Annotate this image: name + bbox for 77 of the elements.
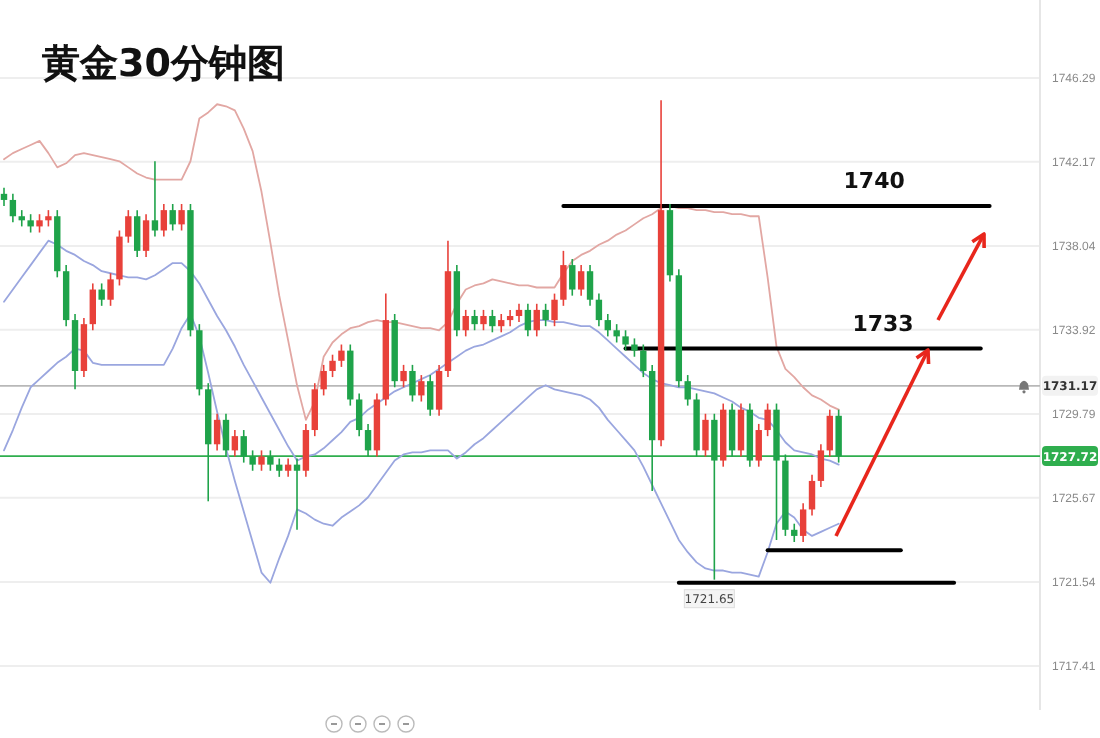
candlestick xyxy=(533,302,540,338)
text: 黄金30分钟图 xyxy=(40,42,285,86)
candlestick xyxy=(355,392,363,437)
candlestick xyxy=(817,443,825,488)
candlestick xyxy=(835,408,842,464)
candlestick xyxy=(267,449,274,472)
line-series xyxy=(3,313,840,584)
candlestick xyxy=(160,203,168,238)
annotation: 1733 xyxy=(852,310,914,337)
candlestick xyxy=(107,272,114,307)
candlestick xyxy=(755,423,762,468)
candlestick xyxy=(36,213,43,234)
candlestick xyxy=(276,457,283,478)
candlestick xyxy=(125,209,132,244)
candlestick xyxy=(551,292,558,327)
candlestick xyxy=(604,313,611,338)
candlestick xyxy=(151,160,159,238)
candlestick xyxy=(364,423,372,458)
candlestick xyxy=(799,502,807,543)
candlestick xyxy=(249,449,256,472)
candlestick xyxy=(240,429,247,464)
candlestick xyxy=(293,457,301,531)
candlestick xyxy=(498,313,505,334)
candlestick xyxy=(560,250,567,307)
candlestick xyxy=(427,374,434,417)
candlestick xyxy=(506,309,514,327)
candlestick xyxy=(791,522,798,543)
candlestick xyxy=(222,412,230,458)
candlestick xyxy=(80,317,88,378)
candlestick xyxy=(213,412,221,452)
candlestick xyxy=(142,213,150,258)
candlestick xyxy=(409,364,416,403)
candlestick xyxy=(631,337,638,358)
candlestick xyxy=(569,258,576,297)
candlestick xyxy=(27,213,34,234)
annotation: 1740 xyxy=(843,168,906,195)
candlestick xyxy=(133,209,141,258)
candlestick xyxy=(18,209,25,228)
candlestick xyxy=(320,364,327,397)
candlestick xyxy=(826,408,833,458)
candlestick xyxy=(9,193,17,224)
candlestick xyxy=(311,382,318,437)
candlestick xyxy=(808,474,816,517)
candlestick xyxy=(577,264,585,297)
candlestick xyxy=(586,264,594,307)
candlestick xyxy=(728,402,736,458)
candlestick xyxy=(622,329,629,352)
candlestick xyxy=(489,309,496,334)
candlestick xyxy=(284,457,292,478)
candlestick xyxy=(462,309,469,338)
candlestick xyxy=(302,423,310,478)
candlestick xyxy=(169,203,176,232)
candlestick xyxy=(542,302,549,327)
candlestick xyxy=(471,309,478,332)
candlestick xyxy=(418,374,425,403)
candlestick xyxy=(435,364,443,417)
candlestick xyxy=(711,412,718,581)
candlestick xyxy=(702,412,709,458)
candlestick xyxy=(595,292,603,327)
candlestick xyxy=(338,343,345,368)
candlestick xyxy=(0,186,8,207)
candlestick xyxy=(116,229,123,287)
candlestick xyxy=(515,302,523,323)
candlestick xyxy=(400,364,407,389)
candlestick xyxy=(329,353,336,378)
candlestick xyxy=(98,282,105,307)
candlestick xyxy=(524,302,532,338)
candlestick xyxy=(684,374,691,407)
candlestick xyxy=(89,282,96,332)
candlestick xyxy=(640,343,647,378)
candlestick xyxy=(480,309,487,332)
candlestick xyxy=(258,449,265,472)
candlestick xyxy=(737,402,745,458)
candlestick xyxy=(231,429,239,458)
candlestick xyxy=(764,402,771,437)
candlestick xyxy=(613,323,620,344)
candlestick xyxy=(178,203,185,232)
